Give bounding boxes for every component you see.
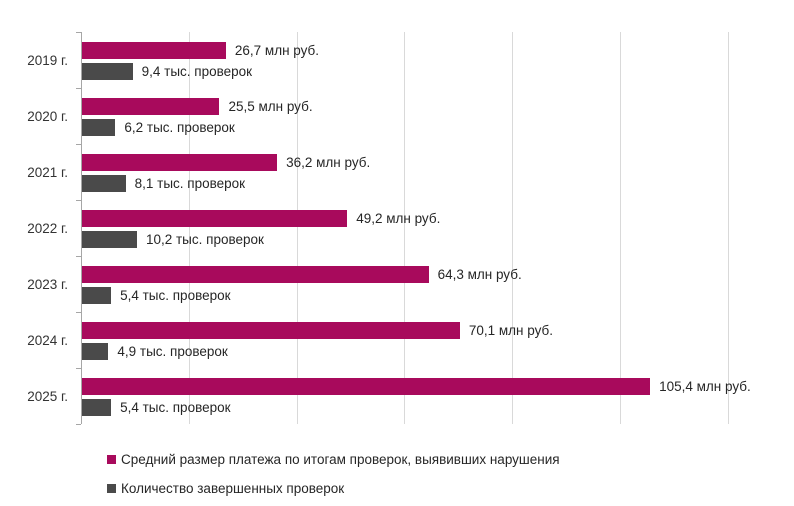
category-label: 2021 г. [27, 164, 68, 180]
inspections-bar [82, 63, 133, 80]
inspections-value-label: 9,4 тыс. проверок [141, 64, 253, 79]
payment-value-label: 25,5 млн руб. [228, 99, 313, 114]
inspections-value-label: 5,4 тыс. проверок [120, 288, 231, 303]
legend-label-payments: Средний размер платежа по итогам проверо… [121, 451, 560, 467]
inspections-value-label: 4,9 тыс. проверок [117, 344, 228, 359]
inspections-bar [82, 287, 112, 304]
gridline [296, 32, 298, 424]
category-label: 2025 г. [27, 388, 68, 404]
legend-label-inspections: Количество завершенных проверок [121, 480, 345, 496]
gridline [620, 32, 621, 424]
axis-tick [76, 88, 81, 89]
payment-bar [82, 322, 460, 339]
payment-bar [82, 154, 278, 171]
axis-tick [76, 424, 81, 425]
payment-value-label: 105,4 млн руб. [659, 379, 751, 394]
inspections-value-label: 10,2 тыс. проверок [145, 232, 264, 247]
payment-bar [82, 210, 348, 227]
gridline [188, 32, 190, 424]
gridline [404, 32, 406, 424]
axis-tick [76, 368, 81, 369]
gridline [727, 32, 729, 424]
legend-item-payments: Средний размер платежа по итогам проверо… [107, 449, 560, 469]
payment-value-label: 49,2 млн руб. [356, 211, 441, 226]
axis-tick [76, 144, 81, 145]
axis-tick [76, 256, 81, 257]
category-label: 2020 г. [27, 108, 68, 124]
inspections-bar [82, 343, 109, 360]
y-axis [81, 32, 82, 424]
inspections-value-label: 5,4 тыс. проверок [120, 400, 231, 415]
axis-tick [76, 312, 81, 313]
legend-item-inspections: Количество завершенных проверок [107, 478, 560, 498]
payment-bar [82, 378, 651, 395]
axis-tick [76, 200, 81, 201]
payment-bar [82, 42, 226, 59]
payment-value-label: 26,7 млн руб. [234, 43, 320, 58]
inspections-value-label: 8,1 тыс. проверок [134, 176, 246, 191]
category-label: 2023 г. [27, 276, 68, 292]
inspections-bar [82, 175, 126, 192]
gridline [512, 32, 514, 424]
inspections-value-label: 6,2 тыс. проверок [124, 120, 235, 135]
inspections-bar [82, 231, 137, 248]
axis-tick [76, 32, 81, 33]
legend-swatch-payments-icon [107, 454, 116, 464]
payment-value-label: 36,2 млн руб. [286, 155, 371, 170]
inspections-bar [82, 119, 116, 136]
inspections-bar [82, 399, 112, 416]
legend: Средний размер платежа по итогам проверо… [107, 449, 560, 506]
payment-bar [82, 98, 220, 115]
category-label: 2019 г. [27, 52, 68, 68]
payment-bar [82, 266, 429, 283]
category-label: 2024 г. [27, 332, 68, 348]
legend-swatch-inspections-icon [107, 483, 116, 493]
category-label: 2022 г. [27, 220, 68, 236]
payment-value-label: 64,3 млн руб. [437, 267, 522, 282]
payment-value-label: 70,1 млн руб. [468, 323, 553, 338]
